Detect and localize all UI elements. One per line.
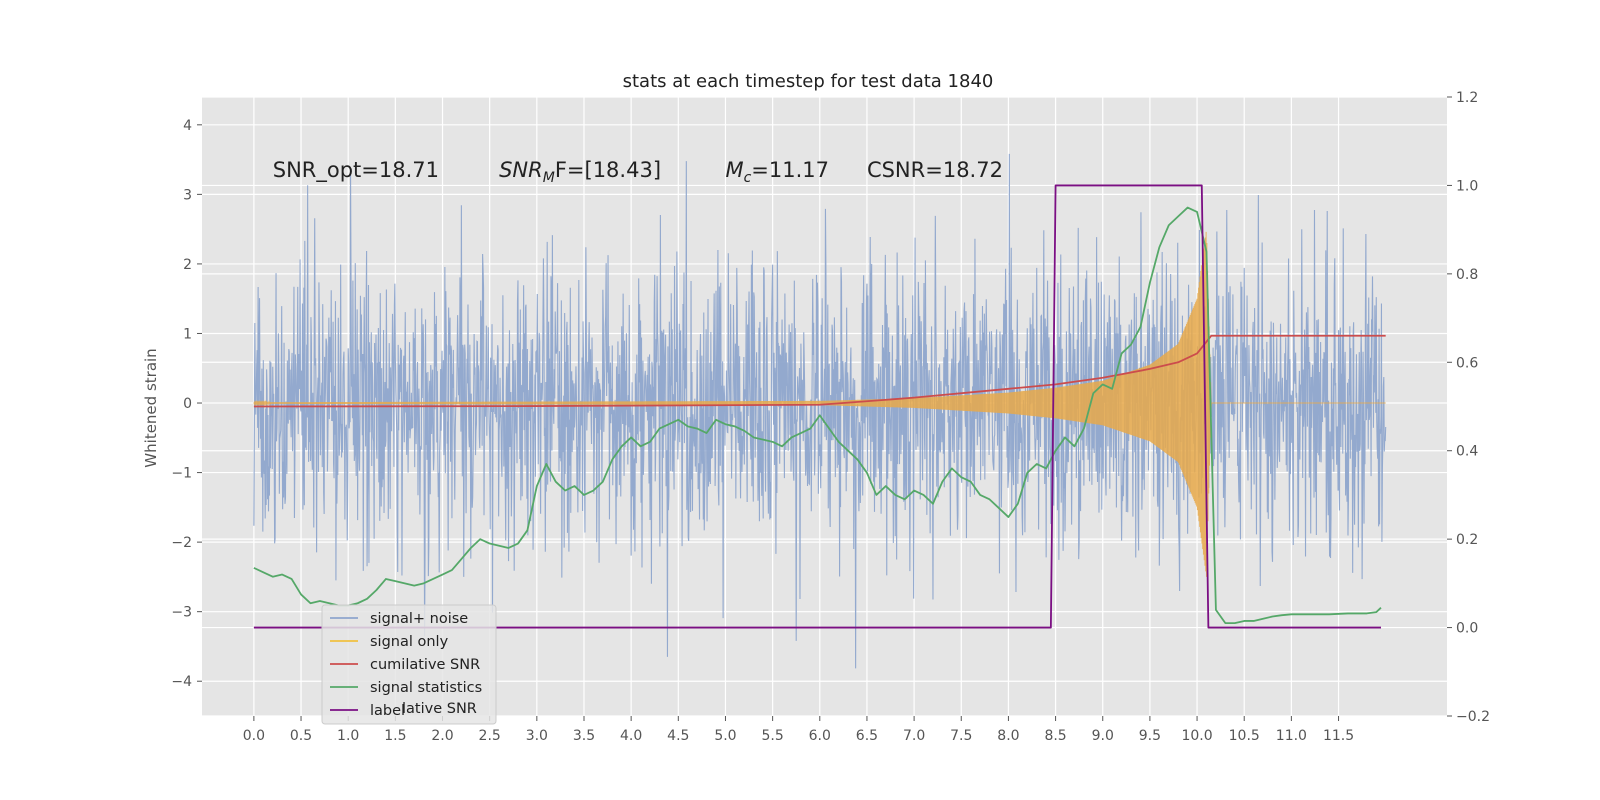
x-tick-label: 3.5 bbox=[573, 728, 595, 744]
line-series bbox=[253, 184, 1386, 629]
y-tick-label: −3 bbox=[171, 605, 192, 621]
annotation-subscript: c bbox=[744, 170, 752, 186]
x-tick-label: 5.5 bbox=[761, 728, 783, 744]
x-tick-label: 7.5 bbox=[950, 728, 972, 744]
x-tick-label: 8.5 bbox=[1044, 728, 1066, 744]
y-tick-label: −2 bbox=[171, 535, 192, 551]
x-tick-label: 5.0 bbox=[714, 728, 736, 744]
legend-label: cumilative SNR bbox=[370, 657, 480, 673]
x-tick-label: 1.5 bbox=[384, 728, 406, 744]
y2-tick-label: 0.4 bbox=[1456, 444, 1478, 460]
y2-tick-label: 1.0 bbox=[1456, 178, 1478, 194]
legend-label: signal+ noise bbox=[370, 611, 468, 627]
x-tick-label: 9.0 bbox=[1092, 728, 1114, 744]
x-tick-label: 3.0 bbox=[526, 728, 548, 744]
y-tick-label: −1 bbox=[171, 466, 192, 482]
x-tick-label: 4.0 bbox=[620, 728, 642, 744]
annotation-value: F=[18.43] bbox=[555, 158, 661, 182]
annotation-italic: SNR bbox=[499, 158, 543, 182]
y2-tick-label: 0.2 bbox=[1456, 532, 1478, 548]
annotation-text: Mc=11.17 bbox=[725, 158, 829, 186]
x-tick-label: 4.5 bbox=[667, 728, 689, 744]
y-tick-label: 1 bbox=[183, 326, 192, 342]
y-tick-label: −4 bbox=[171, 674, 192, 690]
x-tick-label: 11.5 bbox=[1323, 728, 1354, 744]
annotation-text: SNR_opt=18.71 bbox=[273, 158, 439, 183]
x-tick-label: 2.0 bbox=[431, 728, 453, 744]
y-tick-label: 4 bbox=[183, 118, 192, 134]
x-tick-label: 0.0 bbox=[243, 728, 265, 744]
y2-tick-label: 1.2 bbox=[1456, 90, 1478, 106]
cumilative-snr-line bbox=[253, 334, 1386, 408]
legend-ghost-text: lative SNR bbox=[402, 701, 477, 717]
x-tick-label: 10.5 bbox=[1229, 728, 1260, 744]
y-tick-label: 2 bbox=[183, 257, 192, 273]
y-axis-label: Whitened strain bbox=[142, 348, 160, 467]
annotation-value: =11.17 bbox=[751, 158, 829, 182]
y-tick-label: 0 bbox=[183, 396, 192, 412]
x-tick-label: 6.0 bbox=[809, 728, 831, 744]
x-tick-label: 6.5 bbox=[856, 728, 878, 744]
signal-only-line bbox=[253, 231, 1386, 577]
y2-tick-label: −0.2 bbox=[1456, 709, 1490, 725]
legend-label: signal only bbox=[370, 634, 449, 650]
annotation-text: CSNR=18.72 bbox=[867, 158, 1003, 182]
annotation-italic: M bbox=[725, 158, 743, 182]
x-tick-label: 11.0 bbox=[1276, 728, 1307, 744]
legend-label: signal statistics bbox=[370, 680, 482, 696]
x-tick-label: 9.5 bbox=[1139, 728, 1161, 744]
y2-tick-label: 0.8 bbox=[1456, 267, 1478, 283]
legend-box bbox=[321, 604, 497, 725]
x-tick-label: 7.0 bbox=[903, 728, 925, 744]
signal-statistics-line bbox=[253, 206, 1382, 625]
series-signal-only bbox=[253, 231, 1386, 577]
label-line bbox=[253, 184, 1381, 629]
x-tick-label: 8.0 bbox=[997, 728, 1019, 744]
axes: 0.0 0.5 1.0 1.5 2.0 2.5 3.0 3.5 4.0 4.5 5.0 5.5 6.0 6… bbox=[171, 90, 1490, 744]
y2-tick-label: 0.0 bbox=[1456, 621, 1478, 637]
y2-tick-label: 0.6 bbox=[1456, 355, 1478, 371]
annotation-subscript: M bbox=[543, 170, 555, 186]
grid bbox=[202, 96, 1447, 717]
x-tick-label: 2.5 bbox=[479, 728, 501, 744]
legend: lative SNR signal+ noise signal only cumila… bbox=[321, 604, 497, 725]
legend-label: label bbox=[370, 703, 405, 719]
x-tick-label: 1.0 bbox=[337, 728, 359, 744]
annotations: SNR_opt=18.71 SNRMF=[18.43] Mc=11.17 CSNR=1… bbox=[273, 158, 1003, 186]
x-tick-label: 10.0 bbox=[1181, 728, 1212, 744]
chart-title: stats at each timestep for test data 184… bbox=[623, 71, 994, 92]
annotation-text: SNRMF=[18.43] bbox=[499, 158, 661, 186]
y-tick-label: 3 bbox=[183, 187, 192, 203]
x-tick-label: 0.5 bbox=[290, 728, 312, 744]
